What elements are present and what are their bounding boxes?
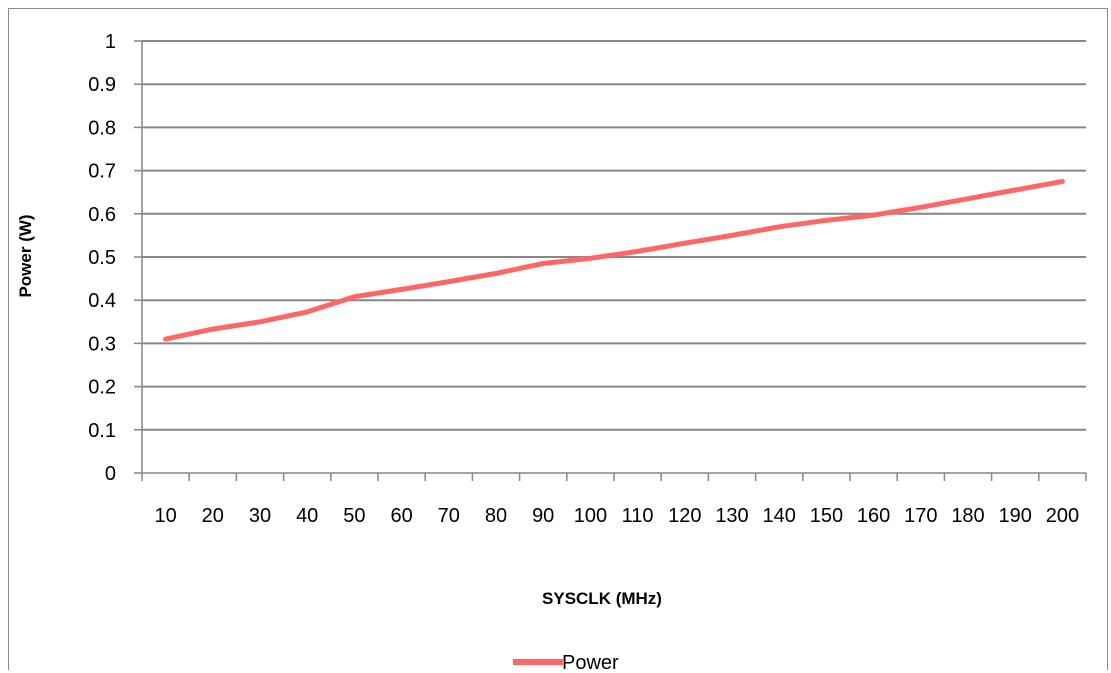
x-tick-label: 120 bbox=[668, 505, 701, 527]
legend-label-power: Power bbox=[562, 652, 619, 673]
x-tick-label: 130 bbox=[715, 505, 748, 527]
x-tick-label: 180 bbox=[951, 505, 984, 527]
x-tick-label: 20 bbox=[202, 505, 224, 527]
gridlines bbox=[142, 40, 1086, 431]
y-tick-label: 0.2 bbox=[88, 377, 116, 399]
x-tick-label: 60 bbox=[390, 505, 412, 527]
x-tick-labels: 10 20 30 40 50 60 70 80 90 100 110 120 130 140 150 160 1… bbox=[154, 505, 1079, 527]
y-tick-label: 0.8 bbox=[88, 117, 116, 139]
y-tick-label: 0 bbox=[105, 463, 116, 485]
x-tick-label: 140 bbox=[763, 505, 796, 527]
x-tick-label: 150 bbox=[810, 505, 843, 527]
x-tick-label: 70 bbox=[438, 505, 460, 527]
y-tick-label: 0.5 bbox=[88, 247, 116, 269]
x-tick-label: 50 bbox=[343, 505, 365, 527]
y-tick-labels: 0 0.1 0.2 0.3 0.4 0.5 0.6 0.7 0.8 0.9 1 bbox=[88, 31, 116, 485]
y-tick-label: 0.1 bbox=[88, 420, 116, 442]
y-tick-label: 0.4 bbox=[88, 290, 116, 312]
x-axis-title: SYSCLK (MHz) bbox=[542, 589, 662, 608]
y-axis-title: Power (W) bbox=[16, 214, 35, 297]
y-tick-label: 0.6 bbox=[88, 204, 116, 226]
x-tick-label: 10 bbox=[154, 505, 176, 527]
y-tick-label: 0.9 bbox=[88, 74, 116, 96]
chart-frame bbox=[8, 8, 1108, 670]
x-tick-label: 80 bbox=[485, 505, 507, 527]
legend: Power bbox=[513, 652, 619, 673]
x-tick-label: 100 bbox=[574, 505, 607, 527]
x-tick-label: 200 bbox=[1046, 505, 1079, 527]
y-tick-label: 0.7 bbox=[88, 161, 116, 183]
x-tick-label: 160 bbox=[857, 505, 890, 527]
x-tick-label: 110 bbox=[622, 505, 654, 527]
x-tick-label: 90 bbox=[532, 505, 554, 527]
y-tick-label: 0.3 bbox=[88, 333, 116, 355]
series-line-power bbox=[163, 178, 1065, 342]
x-tick-label: 30 bbox=[249, 505, 271, 527]
x-tick-label: 170 bbox=[904, 505, 937, 527]
x-tick-label: 190 bbox=[999, 505, 1032, 527]
axes bbox=[134, 40, 1087, 481]
series-lines bbox=[163, 178, 1065, 342]
x-tick-label: 40 bbox=[296, 505, 318, 527]
y-tick-label: 1 bbox=[105, 31, 116, 53]
